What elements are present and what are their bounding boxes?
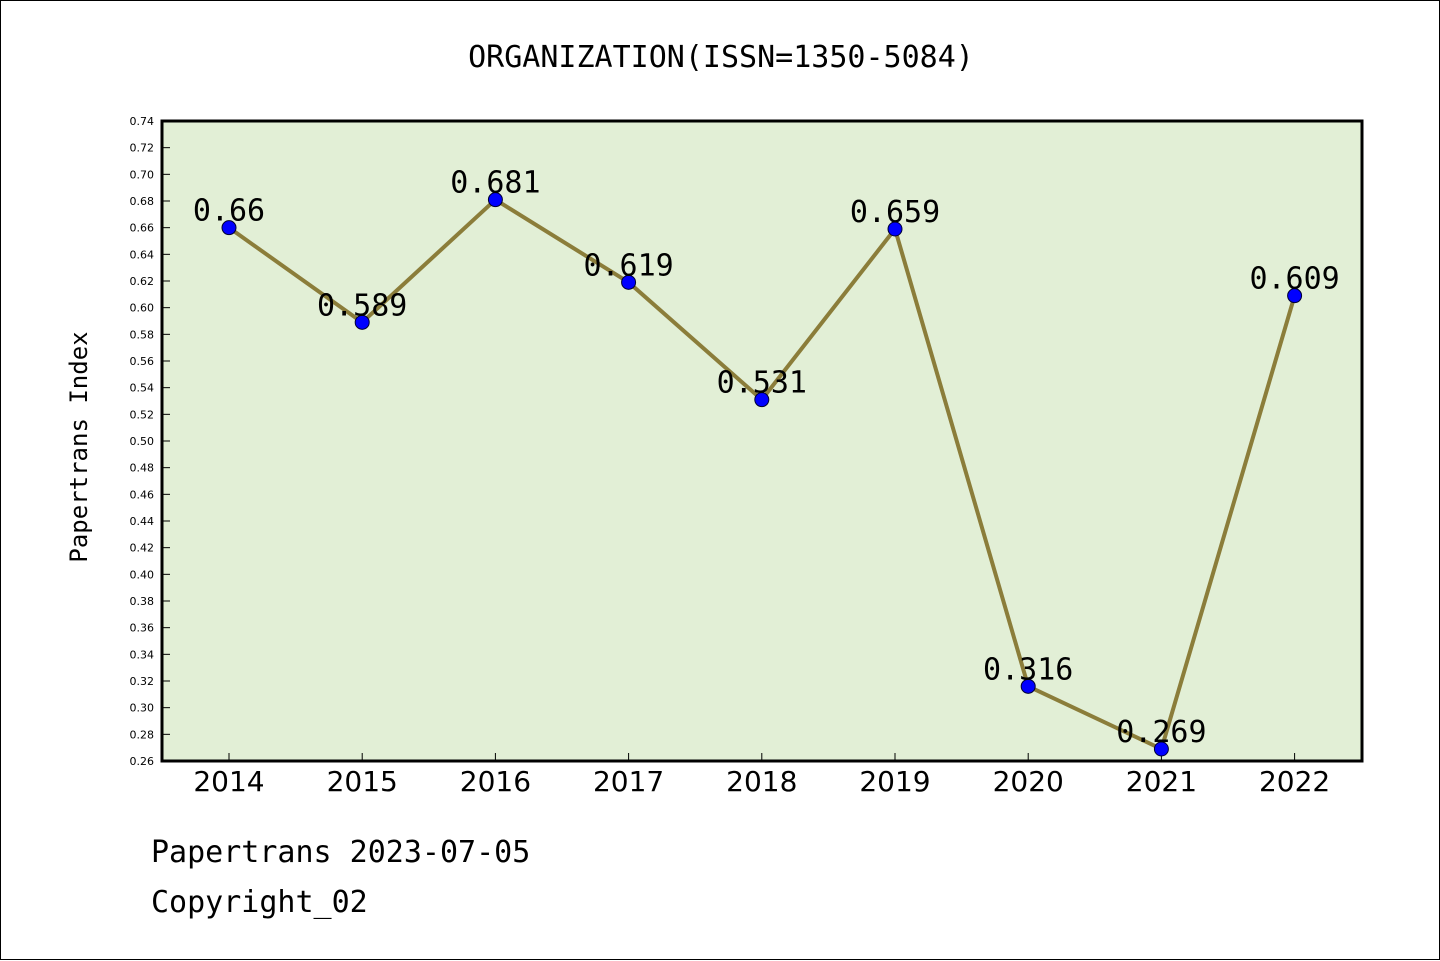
x-tick-label: 2021 xyxy=(1126,765,1197,798)
data-label: 0.681 xyxy=(450,166,540,201)
data-label: 0.659 xyxy=(850,195,940,230)
y-tick-label: 0.68 xyxy=(130,195,155,208)
y-tick-label: 0.30 xyxy=(130,702,155,715)
data-label: 0.269 xyxy=(1116,715,1206,750)
x-tick-label: 2015 xyxy=(327,765,398,798)
y-tick-label: 0.34 xyxy=(130,648,155,661)
x-tick-label: 2017 xyxy=(593,765,664,798)
y-tick-label: 0.42 xyxy=(130,542,155,555)
y-tick-label: 0.36 xyxy=(130,622,155,635)
y-tick-label: 0.74 xyxy=(130,115,155,128)
data-point xyxy=(887,221,903,237)
chart-title: ORGANIZATION(ISSN=1350-5084) xyxy=(468,40,974,75)
y-tick-label: 0.44 xyxy=(130,515,155,528)
y-axis-label: Papertrans Index xyxy=(65,331,93,562)
data-label: 0.609 xyxy=(1249,262,1339,297)
x-tick-label: 2016 xyxy=(460,765,531,798)
y-tick-label: 0.50 xyxy=(130,435,155,448)
data-point xyxy=(221,220,237,236)
y-tick-label: 0.66 xyxy=(130,222,155,235)
footer-copyright: Copyright_02 xyxy=(151,885,368,920)
data-point xyxy=(487,192,503,208)
y-axis: 0.26 0.28 0.30 0.32 0.34 0.36 0.38 0.40 0.42 0.44… xyxy=(130,115,170,768)
x-tick-label: 2014 xyxy=(193,765,264,798)
data-point xyxy=(1153,741,1169,757)
y-tick-label: 0.54 xyxy=(130,382,155,395)
y-tick-label: 0.32 xyxy=(130,675,155,688)
data-point xyxy=(1287,288,1303,304)
y-tick-label: 0.60 xyxy=(130,302,155,315)
data-point xyxy=(754,392,770,408)
data-point xyxy=(1020,678,1036,694)
y-tick-label: 0.62 xyxy=(130,275,155,288)
y-tick-label: 0.40 xyxy=(130,568,155,581)
y-tick-label: 0.56 xyxy=(130,355,155,368)
y-tick-label: 0.70 xyxy=(130,168,155,181)
footer-date: Papertrans 2023-07-05 xyxy=(151,835,531,870)
y-tick-label: 0.58 xyxy=(130,328,155,341)
y-tick-label: 0.48 xyxy=(130,462,155,475)
x-axis: 2014 2015 2016 2017 2018 2019 2020 2021 2022 xyxy=(193,753,1330,798)
y-tick-label: 0.52 xyxy=(130,408,155,421)
y-tick-label: 0.64 xyxy=(130,248,155,261)
data-label: 0.66 xyxy=(193,194,265,229)
data-label: 0.619 xyxy=(583,248,673,283)
data-label: 0.589 xyxy=(317,288,407,323)
x-tick-label: 2022 xyxy=(1259,765,1330,798)
y-tick-label: 0.46 xyxy=(130,488,155,501)
data-label: 0.531 xyxy=(717,366,807,401)
plot-area xyxy=(160,119,1364,763)
data-point xyxy=(621,274,637,290)
x-tick-label: 2019 xyxy=(859,765,930,798)
data-label: 0.316 xyxy=(983,652,1073,687)
x-tick-label: 2018 xyxy=(726,765,797,798)
data-point xyxy=(354,314,370,330)
y-tick-label: 0.72 xyxy=(130,142,155,155)
y-tick-label: 0.38 xyxy=(130,595,155,608)
y-tick-label: 0.26 xyxy=(130,755,155,768)
x-tick-label: 2020 xyxy=(993,765,1064,798)
y-tick-label: 0.28 xyxy=(130,728,155,741)
series-0: 0.66 0.589 0.681 0.619 0.531 0.659 0.316 0.269 0… xyxy=(193,166,1340,757)
